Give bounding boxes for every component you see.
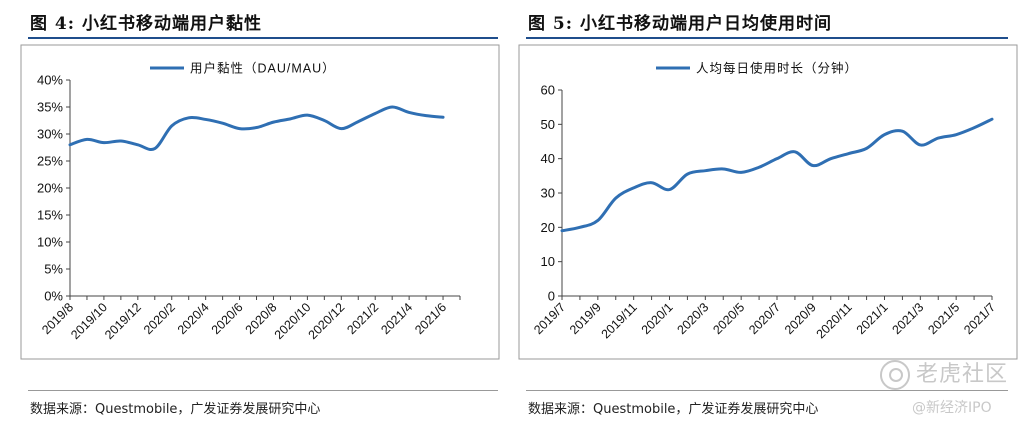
x-tick-label: 2020/5 bbox=[710, 300, 747, 337]
figure-4-source: 数据来源：Questmobile，广发证券发展研究中心 bbox=[30, 402, 321, 417]
x-tick-label: 2020/3 bbox=[675, 300, 712, 337]
x-tick-label: 2019/10 bbox=[68, 300, 110, 342]
x-tick-label: 2020/11 bbox=[814, 300, 855, 341]
y-tick-label: 5% bbox=[44, 262, 63, 277]
x-tick-label: 2021/3 bbox=[890, 300, 927, 337]
watermark-text: 老虎社区 bbox=[916, 362, 1009, 387]
y-tick-label: 20 bbox=[541, 220, 555, 235]
chart-frame bbox=[20, 44, 500, 360]
figure-4-title: 图 4: 小红书移动端用户黏性 bbox=[30, 14, 262, 34]
y-tick-label: 60 bbox=[541, 83, 555, 98]
y-tick-label: 30% bbox=[37, 127, 63, 142]
y-tick-label: 35% bbox=[37, 100, 63, 115]
y-tick-label: 50 bbox=[541, 117, 555, 132]
x-tick-label: 2021/4 bbox=[378, 300, 415, 337]
figure-5-title-rule bbox=[526, 37, 1008, 39]
user-stickiness-chart: 0%5%10%15%20%25%30%35%40%2019/82019/1020… bbox=[20, 44, 500, 360]
figure-5-source-rule bbox=[526, 390, 1008, 391]
legend-label: 用户黏性（DAU/MAU） bbox=[190, 61, 336, 76]
x-tick-label: 2020/2 bbox=[141, 300, 178, 337]
x-tick-label: 2020/1 bbox=[639, 300, 676, 337]
x-tick-label: 2020/10 bbox=[272, 300, 314, 342]
y-tick-label: 0 bbox=[548, 289, 555, 304]
chart-frame bbox=[518, 44, 1018, 360]
watermark-handle: @新经济IPO bbox=[912, 400, 992, 416]
x-tick-label: 2021/5 bbox=[925, 300, 962, 337]
y-tick-label: 15% bbox=[37, 208, 63, 223]
watermark: 老虎社区 bbox=[880, 356, 1008, 390]
y-tick-label: 40 bbox=[541, 151, 555, 166]
x-tick-label: 2020/6 bbox=[209, 300, 246, 337]
x-tick-label: 2020/4 bbox=[175, 300, 212, 337]
legend-label: 人均每日使用时长（分钟） bbox=[696, 61, 858, 76]
x-tick-label: 2021/7 bbox=[961, 300, 998, 337]
x-tick-label: 2021/6 bbox=[412, 300, 449, 337]
y-tick-label: 20% bbox=[37, 181, 63, 196]
x-tick-label: 2019/12 bbox=[102, 300, 144, 342]
y-tick-label: 10% bbox=[37, 235, 63, 250]
figure-5-title: 图 5: 小红书移动端用户日均使用时间 bbox=[528, 14, 832, 34]
series-line bbox=[68, 105, 445, 151]
x-tick-label: 2019/11 bbox=[599, 300, 640, 341]
y-tick-label: 10 bbox=[541, 254, 555, 269]
figure-4-title-rule bbox=[28, 37, 498, 39]
y-tick-label: 25% bbox=[37, 154, 63, 169]
daily-usage-time-chart: 01020304050602019/72019/92019/112020/120… bbox=[518, 44, 1018, 360]
x-tick-label: 2021/1 bbox=[854, 300, 891, 337]
tiger-community-logo-icon bbox=[880, 360, 910, 390]
x-tick-label: 2021/2 bbox=[344, 300, 381, 337]
x-tick-label: 2019/7 bbox=[531, 300, 568, 337]
x-tick-label: 2020/7 bbox=[746, 300, 783, 337]
figure-5-source: 数据来源：Questmobile，广发证券发展研究中心 bbox=[528, 402, 819, 417]
figure-4-source-rule bbox=[28, 390, 498, 391]
y-tick-label: 30 bbox=[541, 186, 555, 201]
series-line bbox=[560, 117, 994, 233]
x-tick-label: 2020/12 bbox=[306, 300, 348, 342]
y-tick-label: 0% bbox=[44, 289, 63, 304]
y-tick-label: 40% bbox=[37, 73, 63, 88]
